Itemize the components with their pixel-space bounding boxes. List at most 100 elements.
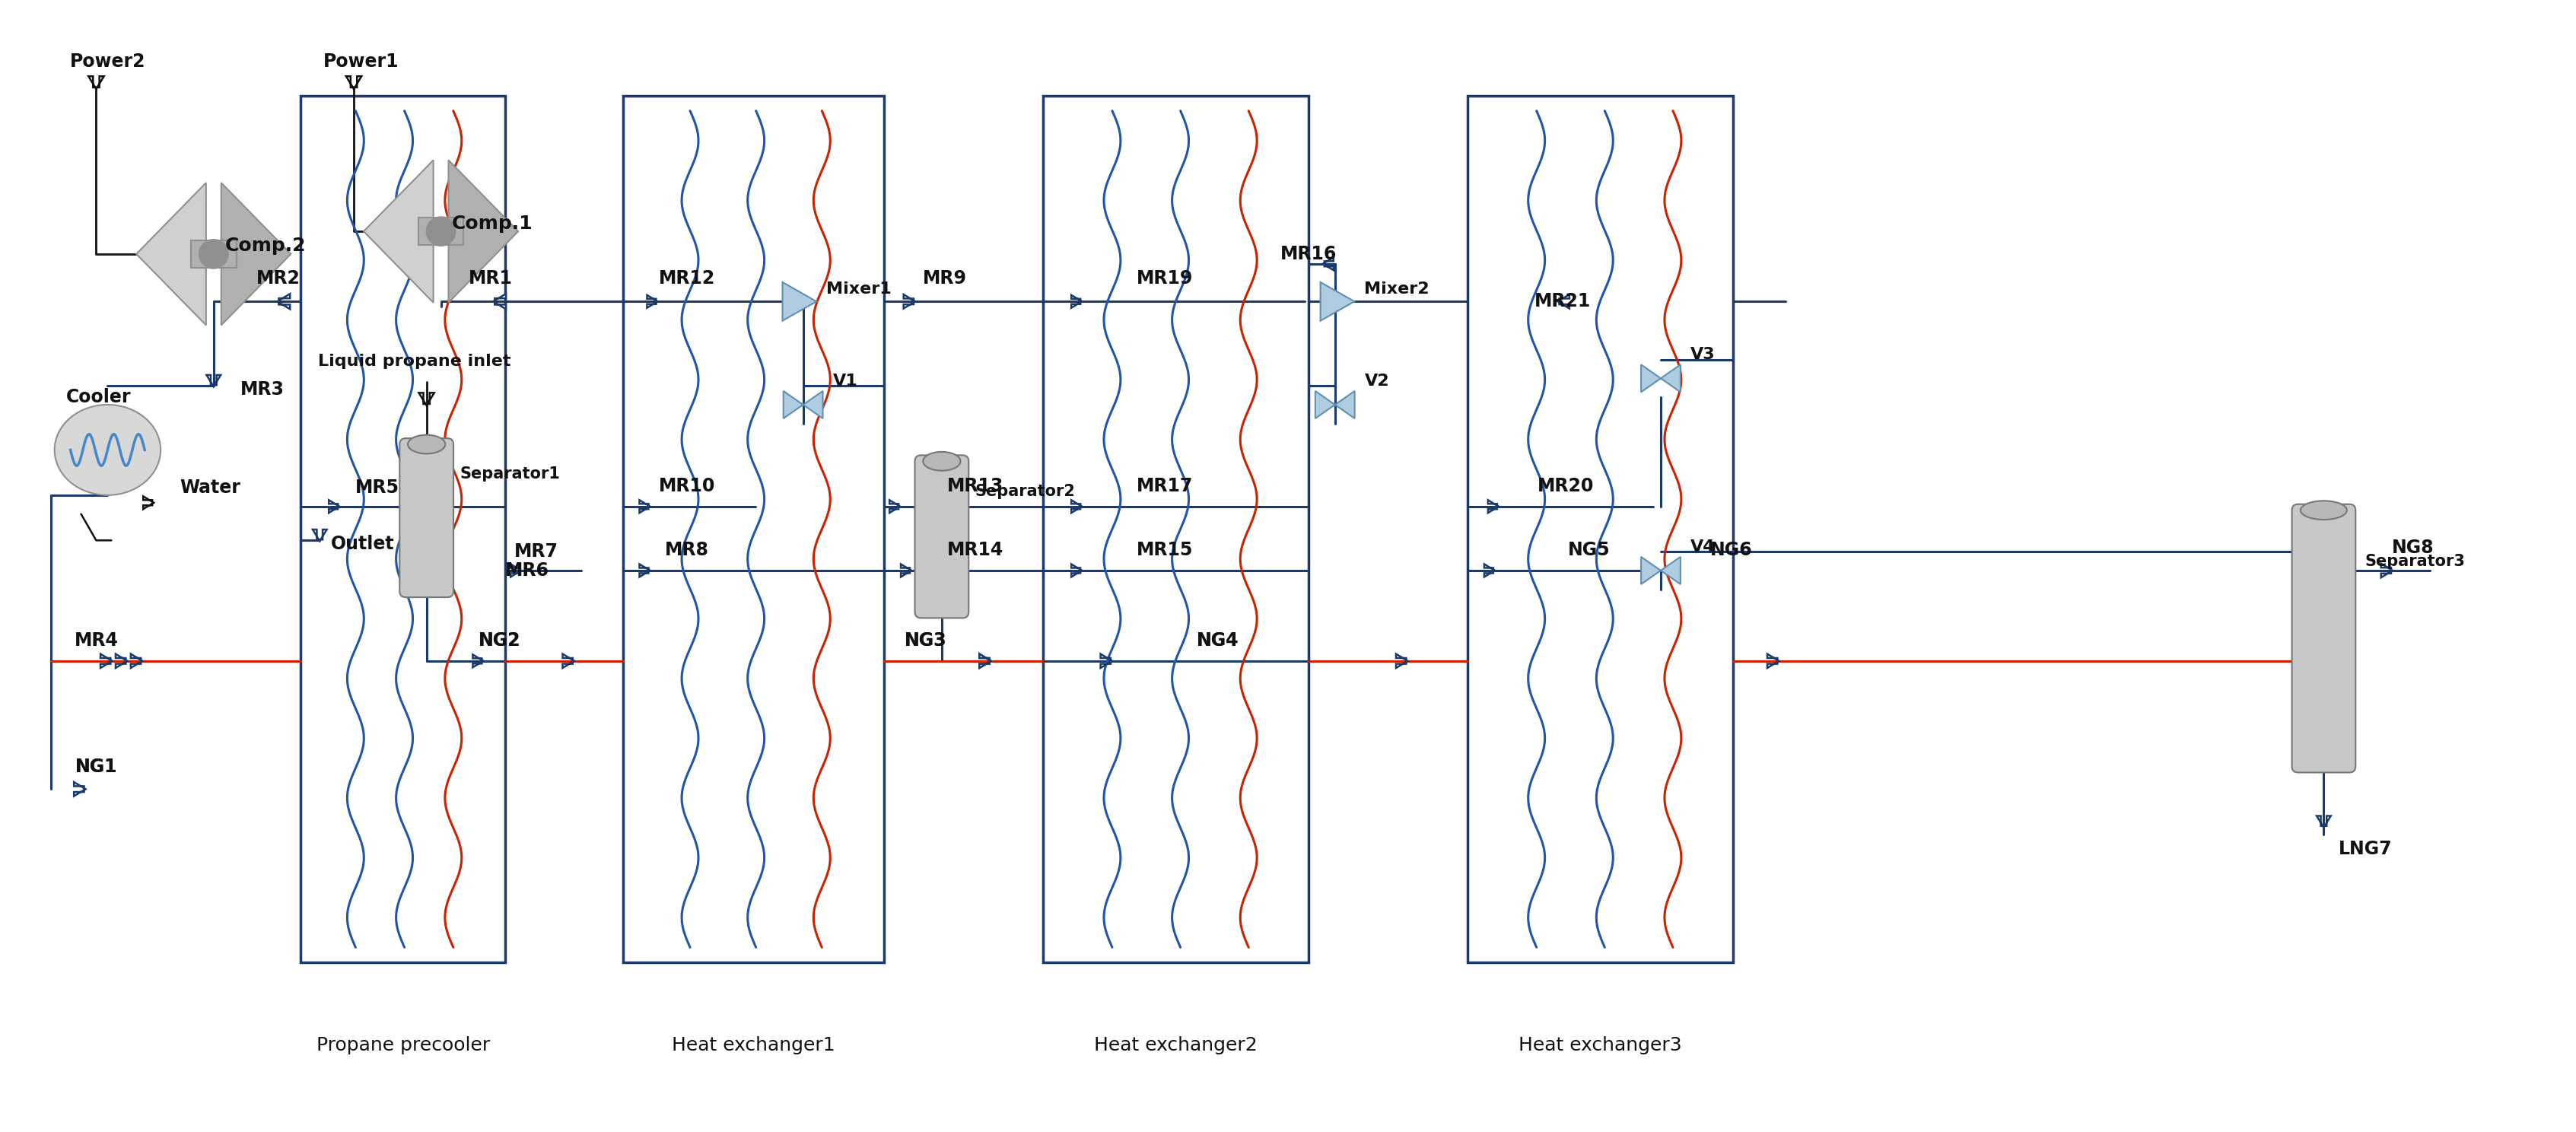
Bar bbox=[1043, 96, 1309, 962]
FancyArrow shape bbox=[510, 564, 520, 577]
Text: MR20: MR20 bbox=[1538, 477, 1595, 495]
Text: MR3: MR3 bbox=[240, 380, 283, 398]
FancyArrow shape bbox=[1324, 257, 1334, 271]
Polygon shape bbox=[1321, 282, 1355, 320]
FancyArrow shape bbox=[345, 76, 361, 89]
FancyArrow shape bbox=[979, 654, 992, 668]
Text: NG3: NG3 bbox=[904, 632, 948, 650]
FancyArrow shape bbox=[1489, 500, 1499, 513]
FancyArrow shape bbox=[1396, 654, 1406, 668]
Polygon shape bbox=[448, 160, 518, 302]
Bar bbox=[417, 217, 464, 245]
FancyBboxPatch shape bbox=[914, 455, 969, 618]
Polygon shape bbox=[1316, 391, 1355, 419]
Ellipse shape bbox=[2300, 500, 2347, 520]
FancyArrow shape bbox=[100, 654, 113, 668]
Text: NG3: NG3 bbox=[904, 632, 948, 650]
Text: MR16: MR16 bbox=[1280, 245, 1337, 263]
Text: MR12: MR12 bbox=[659, 269, 716, 288]
Text: MR1: MR1 bbox=[469, 269, 513, 288]
Text: Power2: Power2 bbox=[70, 53, 144, 71]
FancyArrow shape bbox=[562, 654, 574, 668]
Text: Mixer2: Mixer2 bbox=[1365, 282, 1430, 297]
Text: MR7: MR7 bbox=[515, 542, 559, 560]
Text: Propane precooler: Propane precooler bbox=[317, 1036, 489, 1054]
FancyArrow shape bbox=[492, 294, 505, 309]
FancyArrow shape bbox=[639, 500, 649, 513]
Text: NG6: NG6 bbox=[1710, 541, 1752, 559]
Text: MR10: MR10 bbox=[659, 477, 716, 495]
Bar bbox=[191, 240, 237, 267]
FancyArrow shape bbox=[330, 500, 340, 513]
FancyArrow shape bbox=[1767, 654, 1780, 668]
FancyArrow shape bbox=[2380, 564, 2393, 577]
Text: V4: V4 bbox=[1690, 540, 1716, 555]
FancyArrow shape bbox=[131, 654, 142, 668]
FancyArrow shape bbox=[206, 375, 222, 387]
Text: MR9: MR9 bbox=[922, 269, 966, 288]
Text: Heat exchanger2: Heat exchanger2 bbox=[1095, 1036, 1257, 1054]
FancyArrow shape bbox=[75, 782, 85, 796]
Text: LNG7: LNG7 bbox=[2339, 840, 2393, 858]
Text: Outlet: Outlet bbox=[332, 535, 394, 554]
FancyArrow shape bbox=[420, 393, 435, 405]
Text: Heat exchanger1: Heat exchanger1 bbox=[672, 1036, 835, 1054]
FancyBboxPatch shape bbox=[399, 438, 453, 598]
Text: MR4: MR4 bbox=[75, 632, 118, 650]
Text: MR13: MR13 bbox=[948, 477, 1005, 495]
FancyArrow shape bbox=[88, 76, 103, 89]
Polygon shape bbox=[1641, 365, 1680, 392]
Text: Cooler: Cooler bbox=[67, 388, 131, 406]
Bar bbox=[1468, 96, 1734, 962]
Text: V3: V3 bbox=[1690, 348, 1716, 362]
FancyArrow shape bbox=[144, 496, 155, 509]
FancyArrow shape bbox=[2316, 816, 2331, 827]
FancyArrow shape bbox=[1558, 294, 1569, 309]
FancyArrow shape bbox=[1484, 564, 1494, 577]
Text: Power1: Power1 bbox=[325, 53, 399, 71]
Text: MR21: MR21 bbox=[1535, 292, 1589, 310]
Text: Comp.2: Comp.2 bbox=[224, 237, 307, 255]
Text: Separator1: Separator1 bbox=[461, 466, 559, 481]
FancyArrow shape bbox=[639, 564, 649, 577]
Text: MR6: MR6 bbox=[505, 561, 549, 580]
Text: MR15: MR15 bbox=[1136, 541, 1193, 559]
FancyArrow shape bbox=[312, 530, 327, 541]
Polygon shape bbox=[363, 160, 433, 302]
Polygon shape bbox=[783, 282, 817, 320]
Text: Water: Water bbox=[180, 479, 240, 497]
FancyBboxPatch shape bbox=[2293, 504, 2354, 772]
Text: Separator3: Separator3 bbox=[2365, 554, 2465, 569]
Text: MR17: MR17 bbox=[1136, 477, 1193, 495]
Polygon shape bbox=[137, 182, 206, 325]
Ellipse shape bbox=[428, 217, 456, 246]
Ellipse shape bbox=[198, 240, 229, 268]
Ellipse shape bbox=[922, 452, 961, 471]
Text: Liquid propane inlet: Liquid propane inlet bbox=[317, 353, 510, 369]
FancyArrow shape bbox=[889, 500, 899, 513]
FancyArrow shape bbox=[1100, 654, 1113, 668]
Text: NG2: NG2 bbox=[479, 632, 520, 650]
Text: NG2: NG2 bbox=[479, 632, 520, 650]
Bar bbox=[623, 96, 884, 962]
Text: MR8: MR8 bbox=[665, 541, 708, 559]
Ellipse shape bbox=[54, 405, 160, 495]
Polygon shape bbox=[1641, 557, 1680, 584]
Text: Heat exchanger3: Heat exchanger3 bbox=[1517, 1036, 1682, 1054]
Text: NG4: NG4 bbox=[1195, 632, 1239, 650]
Polygon shape bbox=[783, 391, 822, 419]
Text: MR14: MR14 bbox=[948, 541, 1002, 559]
Text: Separator2: Separator2 bbox=[976, 483, 1074, 499]
Text: Comp.1: Comp.1 bbox=[451, 214, 533, 232]
FancyArrow shape bbox=[116, 654, 126, 668]
FancyArrow shape bbox=[902, 564, 912, 577]
Polygon shape bbox=[222, 182, 291, 325]
FancyArrow shape bbox=[278, 294, 291, 309]
FancyArrow shape bbox=[1072, 500, 1082, 513]
Text: NG8: NG8 bbox=[2393, 539, 2434, 557]
FancyArrow shape bbox=[1072, 295, 1082, 308]
Text: NG5: NG5 bbox=[1569, 541, 1610, 559]
FancyArrow shape bbox=[979, 654, 992, 668]
Text: MR19: MR19 bbox=[1136, 269, 1193, 288]
Text: NG1: NG1 bbox=[75, 757, 118, 775]
